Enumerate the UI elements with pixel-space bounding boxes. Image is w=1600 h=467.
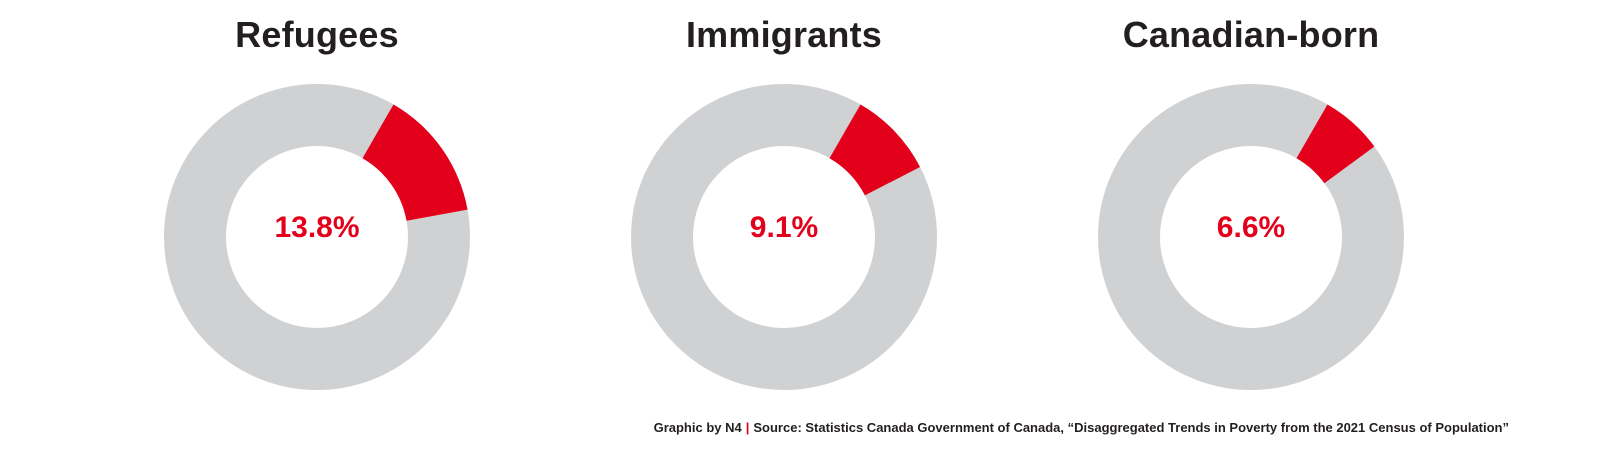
donut-track — [164, 84, 470, 390]
chart-panel-immigrants: Immigrants 9.1% — [584, 0, 984, 400]
source-footer: Graphic by N4 | Source: Statistics Canada … — [654, 420, 1509, 435]
donut-track — [631, 84, 937, 390]
donut-center-label: 6.6% — [1217, 211, 1285, 244]
graphic-credit: Graphic by N4 — [653, 420, 742, 435]
chart-title: Immigrants — [685, 14, 883, 55]
chart-panel-refugees: Refugees 13.8% — [117, 0, 517, 400]
donut-track — [1098, 84, 1404, 390]
chart-title: Refugees — [235, 14, 399, 55]
donut-center-label: 9.1% — [750, 211, 818, 244]
donut-chart: 6.6% — [1098, 84, 1404, 390]
chart-title: Canadian-born — [1122, 14, 1380, 55]
donut-center-label: 13.8% — [274, 211, 359, 244]
donut-chart: 9.1% — [631, 84, 937, 390]
footer-separator: | — [745, 420, 750, 435]
donut-value-slice — [829, 104, 921, 196]
chart-panel-canadian-born: Canadian-born 6.6% — [1051, 0, 1451, 400]
source-citation: Source: Statistics Canada Government of … — [753, 420, 1509, 435]
donut-value-slice — [1296, 104, 1375, 184]
donut-value-slice — [362, 104, 468, 221]
donut-chart: 13.8% — [164, 84, 470, 390]
